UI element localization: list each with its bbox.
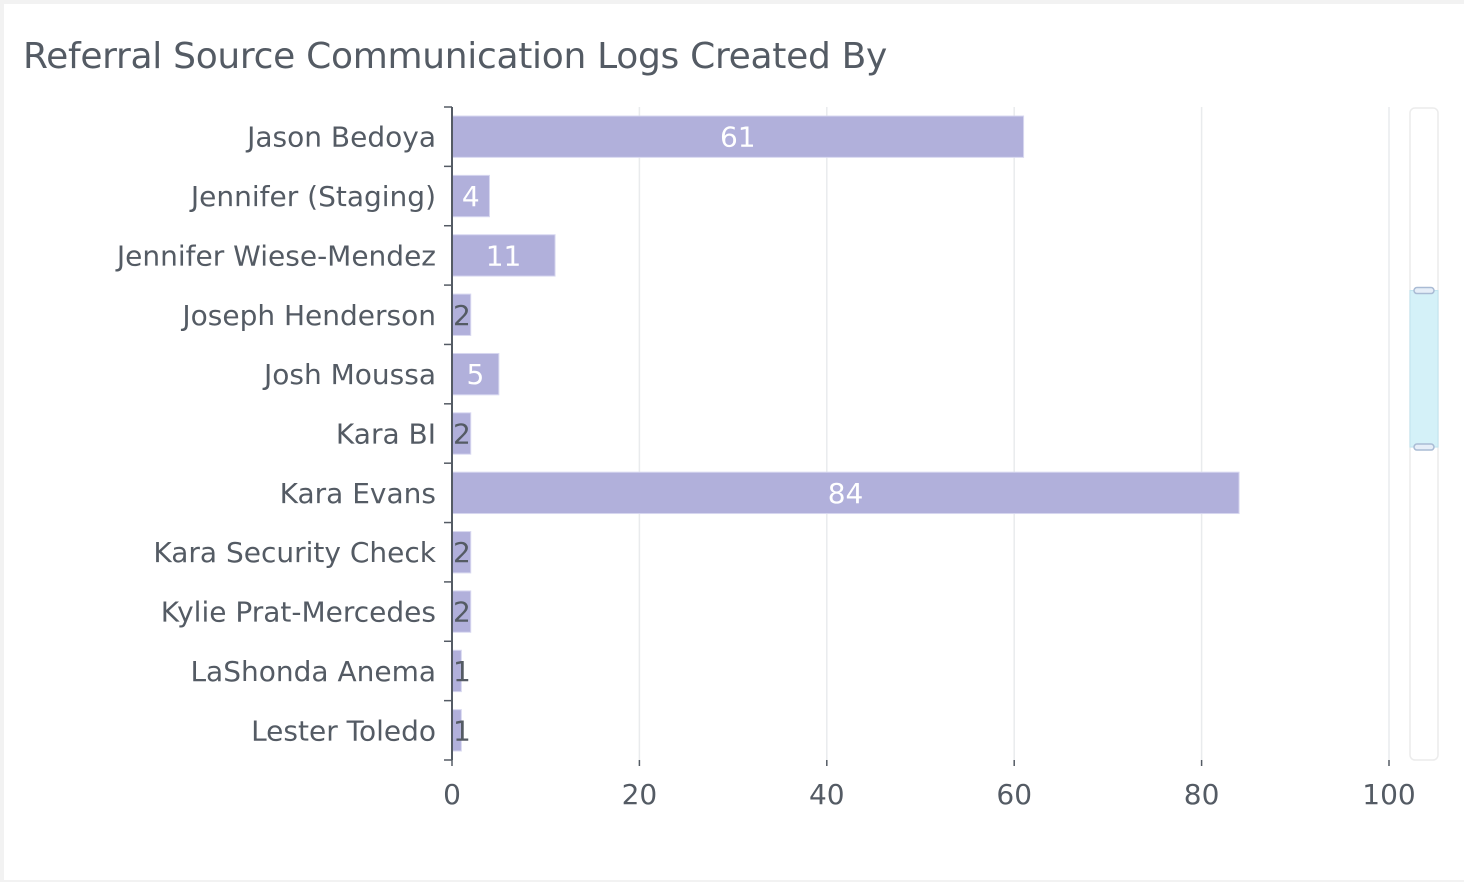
zoom-slider-window[interactable] xyxy=(1409,290,1439,448)
data-label: 84 xyxy=(828,477,864,510)
bar xyxy=(451,471,1240,515)
data-label: 1 xyxy=(453,714,471,747)
data-label: 2 xyxy=(453,299,471,332)
y-tick-label: Josh Moussa xyxy=(262,358,436,391)
chart-title: Referral Source Communication Logs Creat… xyxy=(23,36,888,77)
bar xyxy=(451,352,500,396)
x-tick-label: 100 xyxy=(1362,778,1415,811)
x-tick-label: 20 xyxy=(622,778,658,811)
y-tick-label: LaShonda Anema xyxy=(190,655,436,688)
bar xyxy=(451,234,556,277)
y-tick-label: Joseph Henderson xyxy=(180,299,436,332)
y-tick-label: Kara Evans xyxy=(280,477,436,510)
data-label: 4 xyxy=(462,180,480,213)
y-tick-label: Jennifer Wiese-Mendez xyxy=(115,239,436,272)
zoom-slider-handle[interactable] xyxy=(1413,286,1435,295)
data-label: 2 xyxy=(453,536,471,569)
y-tick-label: Jennifer (Staging) xyxy=(189,180,436,213)
data-label: 2 xyxy=(453,418,471,451)
y-tick-label: Jason Bedoya xyxy=(245,121,436,154)
data-label: 5 xyxy=(467,358,485,391)
x-tick-label: 60 xyxy=(996,778,1032,811)
data-label: 61 xyxy=(720,121,756,154)
data-label: 1 xyxy=(453,655,471,688)
x-tick-label: 80 xyxy=(1184,778,1220,811)
data-label: 2 xyxy=(453,596,471,629)
y-tick-label: Lester Toledo xyxy=(251,714,436,747)
data-label: 11 xyxy=(486,239,522,272)
y-tick-label: Kara BI xyxy=(336,418,436,451)
y-tick-label: Kylie Prat-Mercedes xyxy=(161,596,436,629)
x-tick-label: 0 xyxy=(443,778,461,811)
x-tick-label: 40 xyxy=(809,778,845,811)
y-tick-label: Kara Security Check xyxy=(153,536,436,569)
bar xyxy=(451,174,490,218)
zoom-slider-handle[interactable] xyxy=(1413,443,1435,451)
